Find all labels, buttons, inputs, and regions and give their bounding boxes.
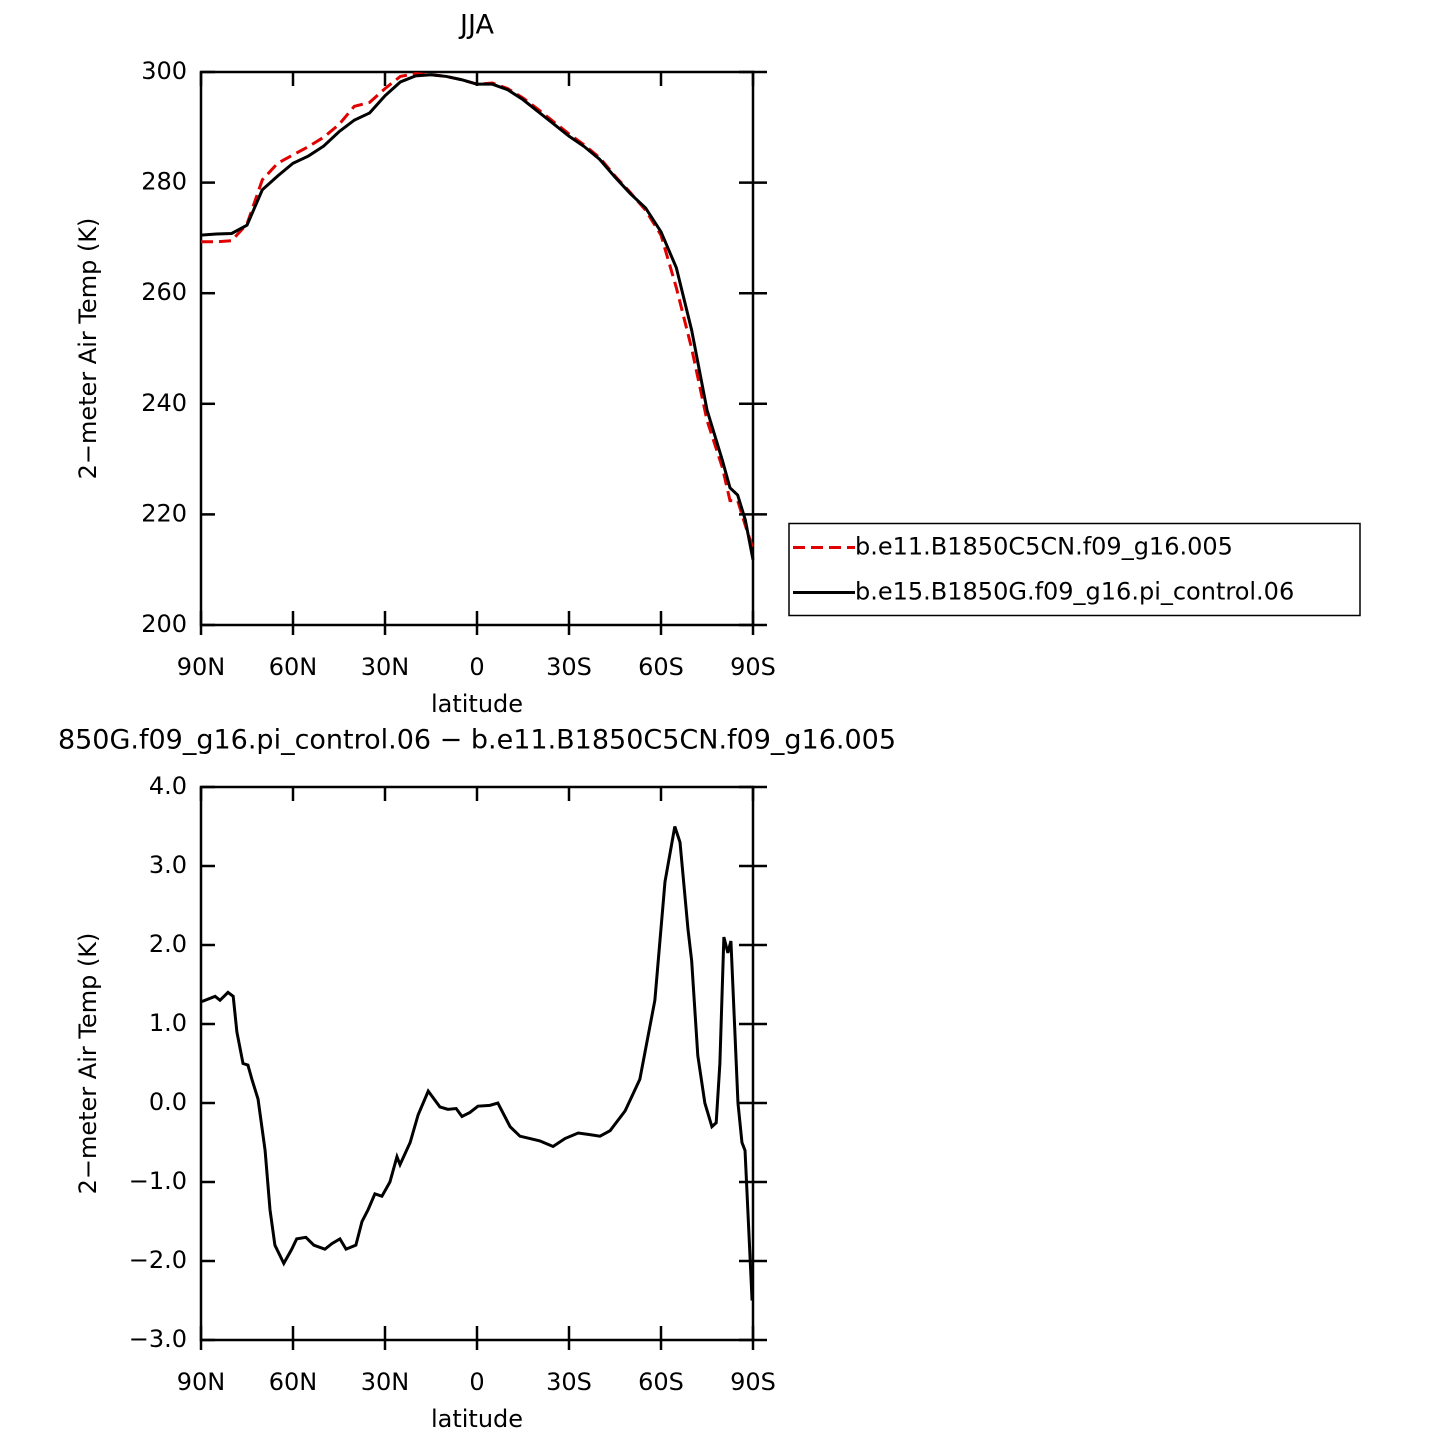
y-tick-label: 3.0 bbox=[149, 851, 187, 879]
x-axis-label: latitude bbox=[431, 1405, 523, 1433]
chart-title: JJA bbox=[458, 10, 494, 41]
x-tick-label: 60S bbox=[638, 1368, 684, 1396]
y-axis-label: 2−meter Air Temp (K) bbox=[74, 218, 102, 480]
y-tick-label: 240 bbox=[141, 389, 187, 417]
x-tick-label: 30N bbox=[361, 653, 410, 681]
data-line bbox=[200, 826, 754, 1301]
y-tick-label: 220 bbox=[141, 499, 187, 527]
x-tick-label: 90N bbox=[177, 653, 226, 681]
x-tick-label: 90S bbox=[730, 653, 776, 681]
y-axis-label: 2−meter Air Temp (K) bbox=[74, 933, 102, 1195]
y-tick-label: 280 bbox=[141, 168, 187, 196]
y-tick-label: 300 bbox=[141, 57, 187, 85]
data-line bbox=[201, 72, 755, 550]
x-tick-label: 60N bbox=[269, 653, 318, 681]
y-tick-label: 2.0 bbox=[149, 930, 187, 958]
y-tick-label: 200 bbox=[141, 610, 187, 638]
x-tick-label: 0 bbox=[469, 653, 484, 681]
x-tick-label: 30S bbox=[546, 1368, 592, 1396]
plot-frame bbox=[199, 785, 755, 1342]
legend-box bbox=[788, 522, 1361, 617]
y-tick-label: −3.0 bbox=[129, 1325, 187, 1353]
x-tick-label: 90S bbox=[730, 1368, 776, 1396]
legend-label: b.e11.B1850C5CN.f09_g16.005 bbox=[855, 533, 1233, 561]
y-tick-label: 1.0 bbox=[149, 1009, 187, 1037]
plot-frame bbox=[199, 70, 755, 627]
x-tick-label: 0 bbox=[469, 1368, 484, 1396]
x-axis-label: latitude bbox=[431, 690, 523, 718]
x-tick-label: 60N bbox=[269, 1368, 318, 1396]
y-tick-label: −2.0 bbox=[129, 1246, 187, 1274]
y-tick-label: 260 bbox=[141, 278, 187, 306]
chart-title: 850G.f09_g16.pi_control.06 − b.e11.B1850… bbox=[58, 725, 896, 756]
y-tick-label: −1.0 bbox=[129, 1167, 187, 1195]
legend-label: b.e15.B1850G.f09_g16.pi_control.06 bbox=[855, 578, 1294, 606]
x-tick-label: 90N bbox=[177, 1368, 226, 1396]
x-tick-label: 30S bbox=[546, 653, 592, 681]
y-tick-label: 0.0 bbox=[149, 1088, 187, 1116]
y-tick-label: 4.0 bbox=[149, 772, 187, 800]
x-tick-label: 60S bbox=[638, 653, 684, 681]
data-line bbox=[200, 73, 755, 561]
x-tick-label: 30N bbox=[361, 1368, 410, 1396]
